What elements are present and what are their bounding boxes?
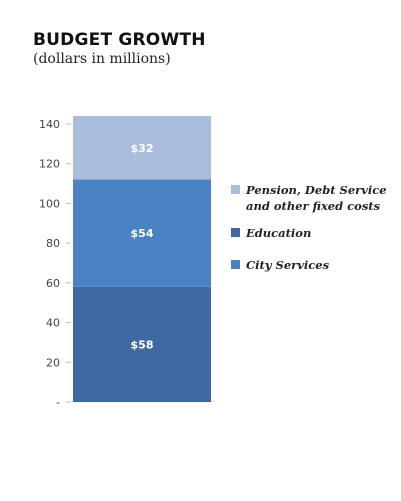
legend-label-line: Pension, Debt Service: [246, 183, 387, 197]
legend-label: Pension, Debt Service and other fixed cos…: [246, 182, 401, 214]
y-tick-label: 80: [46, 237, 60, 250]
legend-swatch: [231, 185, 240, 194]
bar-segment-pension-debt-service-and-other-fixed-costs: [73, 116, 211, 180]
segment-labels: $58 $54 $32: [131, 142, 154, 352]
legend-item: Pension, Debt Service and other fixed cos…: [231, 182, 401, 214]
segment-value-label: $54: [131, 227, 154, 240]
segment-value-label: $32: [131, 142, 154, 155]
legend-item: Education: [231, 225, 401, 241]
y-tick-label: -: [56, 396, 60, 409]
bar-stack: [73, 116, 211, 402]
bar-segment-city-services: [73, 179, 211, 287]
legend-label-line: Education: [246, 226, 312, 240]
legend-label: Education: [246, 225, 401, 241]
legend-item: City Services: [231, 257, 401, 273]
y-tick-label: 140: [39, 118, 60, 131]
y-axis: - 20 40 60 80 100 120 140: [39, 118, 215, 409]
legend-label: City Services: [246, 257, 401, 273]
legend-label-line: City Services: [246, 258, 330, 272]
legend-swatch: [231, 228, 240, 237]
y-tick-label: 20: [46, 356, 60, 369]
legend-swatch: [231, 260, 240, 269]
chart-subtitle: (dollars in millions): [33, 51, 171, 67]
y-tick-label: 40: [46, 317, 60, 330]
chart-title: BUDGET GROWTH: [33, 30, 206, 50]
segment-value-label: $58: [131, 338, 154, 351]
y-tick-label: 120: [39, 158, 60, 171]
legend-label-line: and other fixed costs: [246, 199, 381, 213]
bar-segment-education: [73, 286, 211, 402]
y-tick-label: 100: [39, 197, 60, 210]
y-tick-label: 60: [46, 277, 60, 290]
